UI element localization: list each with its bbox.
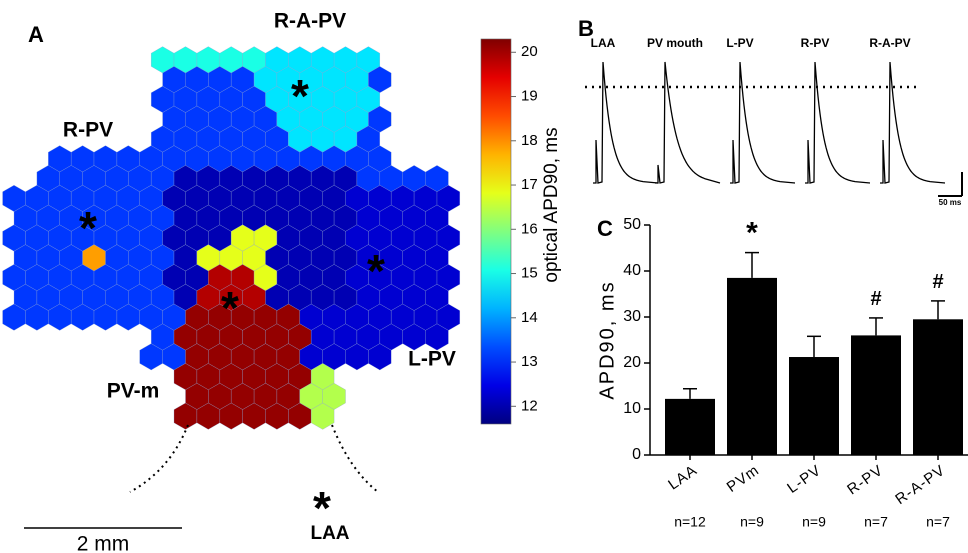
region-label: R-PV xyxy=(63,119,113,142)
action-potential-trace xyxy=(730,61,796,184)
sample-size: n=7 xyxy=(926,514,950,530)
y-tick-label: 10 xyxy=(623,400,641,417)
x-tick-label: R-PV xyxy=(844,462,886,499)
annotation: * xyxy=(313,482,331,534)
annotation: * xyxy=(221,282,239,334)
sample-size: n=7 xyxy=(864,514,888,530)
x-tick-label: LAA xyxy=(665,462,700,494)
action-potential-trace xyxy=(655,61,721,184)
scale-bar-label: 2 mm xyxy=(77,533,130,553)
colorbar-tick-label: 16 xyxy=(521,220,538,237)
panel-label: B xyxy=(578,16,594,41)
y-axis-label: APD90, ms xyxy=(596,280,618,399)
colorbar-tick-label: 15 xyxy=(521,265,538,282)
sample-size: n=9 xyxy=(802,514,826,530)
bar xyxy=(789,357,839,455)
bar xyxy=(665,398,715,455)
trace-label: LAA xyxy=(591,36,616,50)
colorbar-tick-label: 18 xyxy=(521,132,538,149)
panel-label: A xyxy=(28,22,44,47)
time-scale-label: 50 ms xyxy=(939,198,962,207)
significance-marker: * xyxy=(746,217,758,250)
hex-cell xyxy=(425,323,449,351)
y-tick-label: 40 xyxy=(623,262,641,279)
colorbar-tick-label: 20 xyxy=(521,43,538,60)
colorbar-tick-label: 12 xyxy=(521,397,538,414)
bar xyxy=(727,277,777,455)
x-tick-label: R-A-PV xyxy=(892,462,948,509)
region-label: PV-m xyxy=(107,380,160,403)
hex-cell xyxy=(368,343,392,371)
bar xyxy=(851,335,901,455)
trace-label: L-PV xyxy=(726,36,753,50)
action-potential-trace xyxy=(593,61,659,184)
colorbar-tick-label: 19 xyxy=(521,87,538,104)
sample-size: n=9 xyxy=(740,514,764,530)
annotation: * xyxy=(79,202,97,254)
x-tick-label: PVm xyxy=(724,462,763,496)
colorbar-label: optical APD90, ms xyxy=(541,127,562,282)
y-tick-label: 30 xyxy=(623,308,641,325)
trace-label: PV mouth xyxy=(647,36,703,50)
annotation: * xyxy=(367,245,385,297)
hex-cell xyxy=(311,402,335,430)
significance-marker: # xyxy=(870,288,881,310)
panel-label: C xyxy=(597,216,613,241)
dotted-outline xyxy=(129,424,379,493)
region-label: L-PV xyxy=(408,348,456,371)
x-tick-label: L-PV xyxy=(784,462,824,497)
annotation: * xyxy=(291,70,309,122)
region-label: R-A-PV xyxy=(274,10,346,33)
colorbar-tick-label: 13 xyxy=(521,353,538,370)
bar xyxy=(913,319,963,455)
colorbar-tick-label: 14 xyxy=(521,309,538,326)
y-tick-label: 50 xyxy=(623,216,641,233)
significance-marker: # xyxy=(932,271,943,293)
region-label: LAA xyxy=(310,523,349,544)
colorbar-tick-label: 17 xyxy=(521,176,538,193)
action-potential-trace xyxy=(880,61,946,184)
bar-chart: 0 10 20 30 40 50 LAA n=12 * PVm n=9 L-PV n=9 # R-PV n=7… xyxy=(623,216,968,530)
colorbar-fill xyxy=(480,38,512,425)
colorbar: 12 13 14 15 16 17 18 19 20 xyxy=(480,38,538,425)
hex-map xyxy=(2,46,460,430)
y-tick-label: 20 xyxy=(623,354,641,371)
sample-size: n=12 xyxy=(674,514,706,530)
trace-label: R-A-PV xyxy=(869,36,910,50)
trace-label: R-PV xyxy=(801,36,830,50)
action-potential-trace xyxy=(805,61,871,184)
y-tick-label: 0 xyxy=(632,446,641,463)
traces: LAA PV mouth L-PV R-PV R-A-PV xyxy=(591,36,946,184)
